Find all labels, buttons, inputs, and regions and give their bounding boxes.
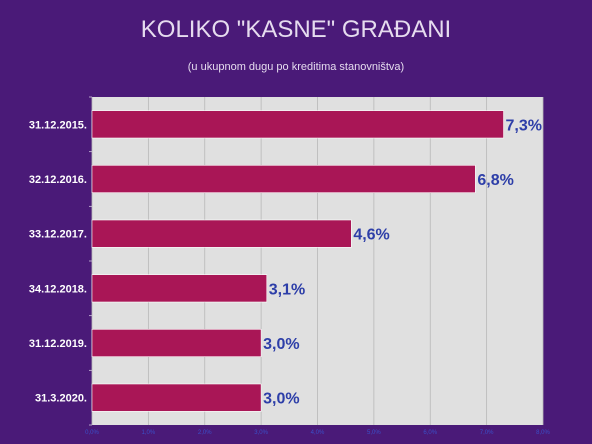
bar <box>91 329 262 357</box>
category-label: 31.12.2019. <box>29 338 87 350</box>
x-tick-label: 1,0% <box>142 430 156 436</box>
bar <box>91 274 268 303</box>
gridlines <box>89 96 544 426</box>
value-label: 6,8% <box>477 172 513 189</box>
bar <box>91 165 476 193</box>
value-label: 7,3% <box>506 117 542 134</box>
x-tick-label: 2,0% <box>198 430 212 436</box>
labels: 0,0% 1,0% 2,0% 3,0% 4,0% 5,0% 6,0% 7,0% 8,0% 31.1… <box>29 117 551 436</box>
x-tick-label: 3,0% <box>254 430 268 436</box>
x-tick-label: 8,0% <box>536 430 550 436</box>
x-tick-label: 7,0% <box>480 430 494 436</box>
category-label: 34.12.2018. <box>29 283 87 295</box>
bar <box>91 110 504 139</box>
value-label: 4,6% <box>353 227 389 244</box>
chart-subtitle: (u ukupnom dugu po kreditima stanovništv… <box>187 61 405 73</box>
x-tick-label: 0,0% <box>85 430 99 436</box>
category-label: 31.12.2015. <box>29 119 87 131</box>
x-tick-label: 6,0% <box>423 430 437 436</box>
value-label: 3,0% <box>263 391 299 408</box>
bars <box>91 110 504 412</box>
category-label: 31.3.2020. <box>35 393 87 405</box>
bar <box>91 219 352 248</box>
value-label: 3,1% <box>269 281 305 298</box>
category-label: 33.12.2017. <box>29 229 87 241</box>
bar <box>91 383 262 412</box>
x-tick-label: 5,0% <box>367 430 381 436</box>
chart-title: KOLIKO "KASNE" GRAĐANI <box>140 16 452 43</box>
value-label: 3,0% <box>263 336 299 353</box>
x-tick-label: 4,0% <box>311 430 325 436</box>
category-label: 32.12.2016. <box>29 174 87 186</box>
